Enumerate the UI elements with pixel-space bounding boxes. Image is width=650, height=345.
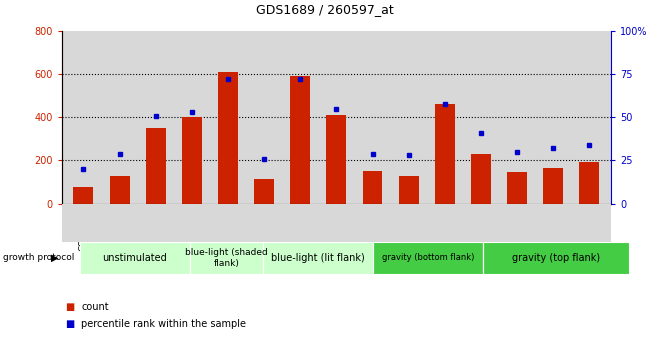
Text: gravity (bottom flank): gravity (bottom flank) <box>382 253 474 263</box>
Text: count: count <box>81 302 109 312</box>
Bar <box>579 161 599 204</box>
Bar <box>507 172 527 204</box>
Bar <box>182 117 202 204</box>
Text: blue-light (lit flank): blue-light (lit flank) <box>271 253 365 263</box>
Bar <box>471 154 491 204</box>
Bar <box>73 187 94 204</box>
Bar <box>543 168 563 204</box>
Bar <box>254 179 274 204</box>
Bar <box>110 176 129 204</box>
Bar <box>218 72 238 204</box>
Text: growth protocol: growth protocol <box>3 253 75 263</box>
Text: ■: ■ <box>65 302 74 312</box>
Bar <box>363 171 382 204</box>
Text: GDS1689 / 260597_at: GDS1689 / 260597_at <box>256 3 394 17</box>
Bar <box>146 128 166 204</box>
Text: unstimulated: unstimulated <box>103 253 167 263</box>
Bar <box>326 115 346 204</box>
Text: percentile rank within the sample: percentile rank within the sample <box>81 319 246 329</box>
Text: gravity (top flank): gravity (top flank) <box>512 253 600 263</box>
Text: blue-light (shaded
flank): blue-light (shaded flank) <box>185 248 268 268</box>
Text: ▶: ▶ <box>51 253 58 263</box>
Bar <box>435 104 455 204</box>
Bar <box>291 76 310 204</box>
Text: ■: ■ <box>65 319 74 329</box>
Bar <box>398 176 419 204</box>
